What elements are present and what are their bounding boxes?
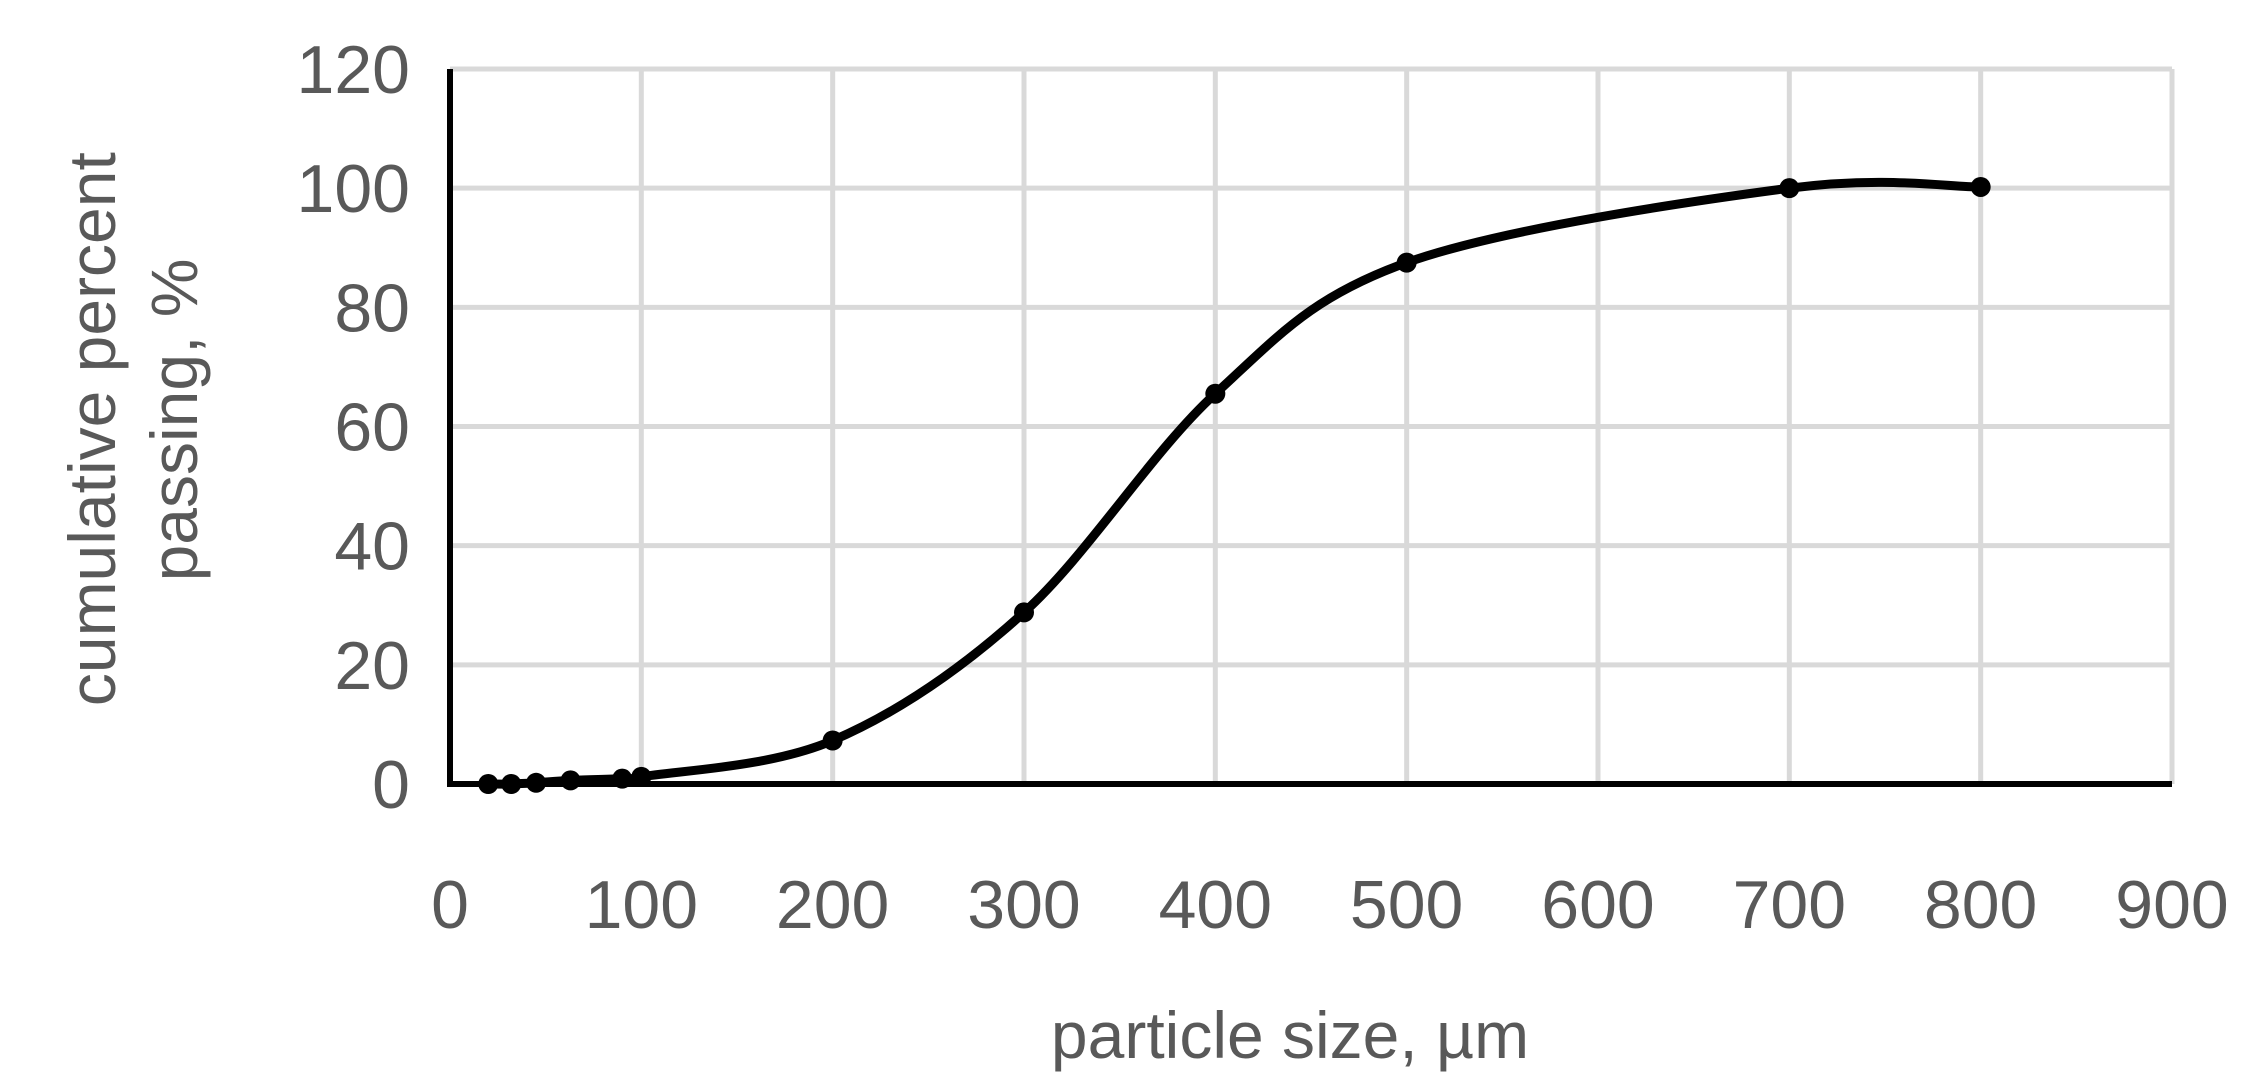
x-tick-label: 700 — [1733, 867, 1846, 943]
series-layer — [478, 176, 1991, 794]
y-axis-title: cumulative percent passing, % — [55, 134, 211, 706]
x-axis-title: particle size, µm — [1051, 998, 1529, 1072]
y-tick-label: 20 — [334, 628, 410, 704]
y-axis-title-line-2: passing, % — [137, 259, 211, 582]
axis-layer — [447, 69, 2172, 787]
data-point-marker — [526, 772, 547, 793]
data-point-marker — [1779, 178, 1800, 199]
x-tick-label: 500 — [1350, 867, 1463, 943]
y-tick-label: 60 — [334, 390, 410, 466]
data-point-marker — [1205, 383, 1226, 404]
data-point-marker — [1396, 252, 1417, 273]
y-tick-label: 80 — [334, 270, 410, 346]
data-point-marker — [478, 774, 499, 794]
data-point-marker — [822, 730, 843, 751]
data-point-marker — [631, 766, 652, 787]
data-point-marker — [612, 768, 633, 789]
tick-label-layer: 0 100 200 300 400 500 600 700 800 900 0 20 40 60 80 100… — [297, 32, 2229, 943]
y-tick-label: 120 — [297, 32, 410, 108]
x-tick-label: 800 — [1924, 867, 2037, 943]
data-point-marker — [1014, 602, 1034, 623]
series-line — [483, 177, 1986, 789]
x-tick-label: 200 — [776, 867, 889, 943]
y-tick-label: 0 — [372, 747, 410, 823]
x-tick-label: 400 — [1159, 867, 1272, 943]
grid-layer — [450, 66, 2175, 784]
x-tick-label: 900 — [2115, 867, 2228, 943]
x-tick-label: 600 — [1541, 867, 1654, 943]
x-tick-label: 300 — [967, 867, 1080, 943]
y-axis-title-line-1: cumulative percent — [55, 152, 129, 706]
data-point-marker — [501, 774, 522, 794]
y-tick-label: 40 — [334, 509, 410, 585]
data-point-marker — [1970, 176, 1991, 197]
data-point-marker — [560, 770, 581, 791]
x-tick-label: 0 — [431, 867, 469, 943]
y-tick-label: 100 — [297, 151, 410, 227]
x-tick-label: 100 — [585, 867, 698, 943]
